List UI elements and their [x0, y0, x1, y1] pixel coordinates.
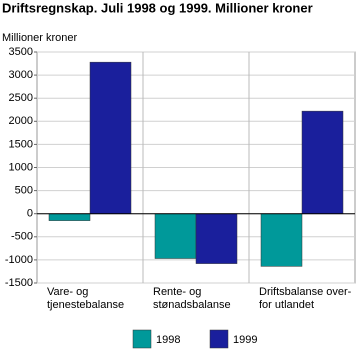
y-tick-label: 3500: [9, 46, 33, 58]
y-tick-label: 3000: [9, 69, 33, 81]
x-tick-label: Driftsbalanse over-: [259, 286, 352, 298]
y-tick-label: -1500: [5, 277, 33, 289]
x-tick-label: tjenestebalanse: [47, 299, 124, 311]
bar: [89, 61, 132, 214]
x-tick-label: stønadsbalanse: [153, 299, 231, 311]
y-tick-label: 1000: [9, 161, 33, 173]
bar: [301, 110, 344, 214]
legend-swatch: [132, 329, 152, 349]
y-tick-label: 500: [15, 185, 33, 197]
y-tick-label: 1500: [9, 138, 33, 150]
y-tick-label: -1000: [5, 254, 33, 266]
y-tick-label: 2000: [9, 115, 33, 127]
x-tick-label: for utlandet: [259, 299, 314, 311]
y-tick-label: -500: [11, 231, 33, 243]
x-tick-label: Vare- og: [47, 286, 88, 298]
bar: [195, 213, 238, 264]
y-tick-label: 2500: [9, 92, 33, 104]
y-axis-label: Millioner kroner: [2, 32, 78, 44]
bar: [48, 213, 91, 221]
x-tick-label: Rente- og: [153, 286, 201, 298]
y-tick-label: 0: [27, 208, 33, 220]
bar: [154, 213, 197, 259]
bar: [260, 213, 303, 267]
chart-title: Driftsregnskap. Juli 1998 og 1999. Milli…: [2, 0, 313, 15]
legend-swatch: [209, 329, 229, 349]
legend-label: 1998: [156, 334, 180, 346]
legend-label: 1999: [233, 334, 257, 346]
